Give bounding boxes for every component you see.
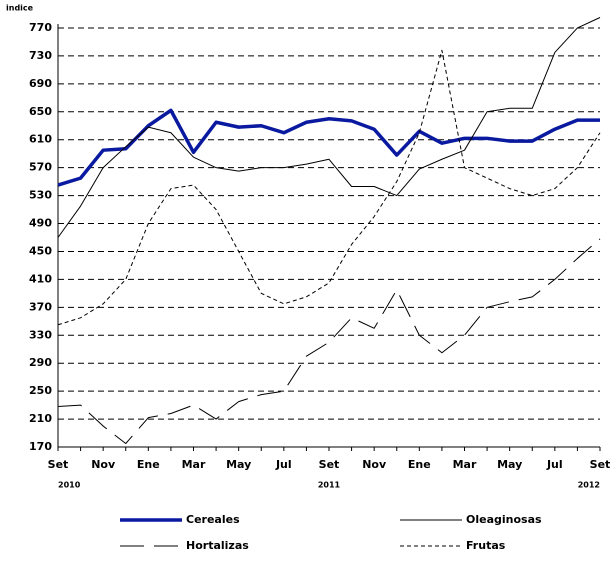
- series-line: [57, 49, 601, 326]
- y-tick-label: 170: [29, 440, 52, 453]
- x-tick-label: Ene: [408, 458, 431, 471]
- x-tick-label: Set: [590, 458, 611, 471]
- year-label: 2012: [578, 481, 600, 490]
- legend-label: Cereales: [186, 513, 240, 526]
- y-axis-label: indice: [6, 4, 34, 13]
- y-tick-label: 650: [29, 105, 52, 118]
- x-tick-label: Mar: [182, 458, 206, 471]
- y-tick-label: 370: [29, 300, 52, 313]
- year-label: 2011: [318, 481, 341, 490]
- x-tick-label: Set: [48, 458, 69, 471]
- x-tick-label: Jul: [275, 458, 292, 471]
- y-tick-label: 610: [29, 133, 52, 146]
- y-tick-label: 330: [29, 328, 52, 341]
- y-tick-label: 290: [29, 356, 52, 369]
- series-line: [57, 17, 601, 238]
- x-tick-label: Nov: [91, 458, 116, 471]
- y-tick-label: 250: [29, 384, 52, 397]
- legend-label: Oleaginosas: [466, 513, 542, 526]
- y-tick-label: 410: [29, 272, 52, 285]
- y-tick-label: 570: [29, 161, 52, 174]
- legend-label: Hortalizas: [186, 539, 249, 552]
- y-tick-label: 210: [29, 412, 52, 425]
- series-line: [57, 238, 601, 445]
- legend-label: Frutas: [466, 539, 506, 552]
- series-line: [57, 108, 600, 187]
- y-tick-label: 770: [29, 21, 52, 34]
- x-tick-label: Mar: [453, 458, 477, 471]
- x-tick-label: May: [497, 458, 522, 471]
- y-tick-label: 690: [29, 77, 52, 90]
- y-tick-label: 530: [29, 189, 52, 202]
- y-tick-label: 450: [29, 244, 52, 257]
- y-tick-label: 730: [29, 49, 52, 62]
- year-label: 2010: [58, 481, 81, 490]
- x-tick-label: Ene: [137, 458, 160, 471]
- y-tick-label: 490: [29, 217, 52, 230]
- x-tick-label: Jul: [546, 458, 563, 471]
- x-tick-label: Set: [319, 458, 340, 471]
- x-tick-label: Nov: [362, 458, 387, 471]
- x-tick-label: May: [226, 458, 251, 471]
